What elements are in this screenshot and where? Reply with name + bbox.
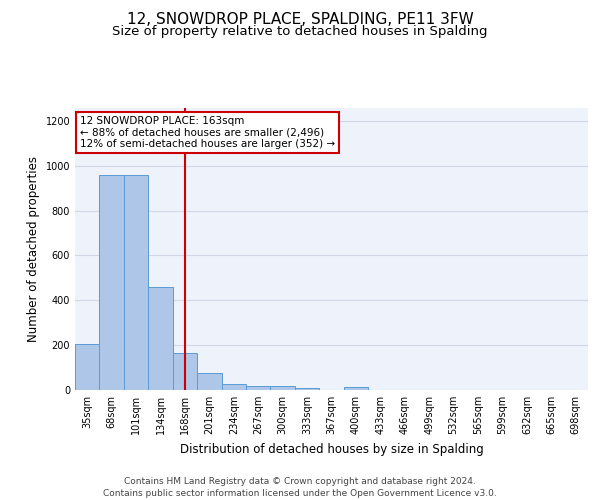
Y-axis label: Number of detached properties: Number of detached properties bbox=[27, 156, 40, 342]
Bar bbox=[75, 344, 100, 390]
Bar bbox=[271, 386, 295, 390]
X-axis label: Distribution of detached houses by size in Spalding: Distribution of detached houses by size … bbox=[179, 442, 484, 456]
Bar bbox=[295, 388, 319, 390]
Text: Contains public sector information licensed under the Open Government Licence v3: Contains public sector information licen… bbox=[103, 489, 497, 498]
Bar bbox=[246, 386, 271, 390]
Text: 12, SNOWDROP PLACE, SPALDING, PE11 3FW: 12, SNOWDROP PLACE, SPALDING, PE11 3FW bbox=[127, 12, 473, 28]
Bar bbox=[197, 373, 221, 390]
Bar bbox=[344, 387, 368, 390]
Bar bbox=[100, 175, 124, 390]
Text: Contains HM Land Registry data © Crown copyright and database right 2024.: Contains HM Land Registry data © Crown c… bbox=[124, 478, 476, 486]
Bar bbox=[221, 384, 246, 390]
Bar bbox=[173, 354, 197, 390]
Bar bbox=[124, 175, 148, 390]
Bar bbox=[148, 287, 173, 390]
Text: Size of property relative to detached houses in Spalding: Size of property relative to detached ho… bbox=[112, 25, 488, 38]
Text: 12 SNOWDROP PLACE: 163sqm
← 88% of detached houses are smaller (2,496)
12% of se: 12 SNOWDROP PLACE: 163sqm ← 88% of detac… bbox=[80, 116, 335, 149]
